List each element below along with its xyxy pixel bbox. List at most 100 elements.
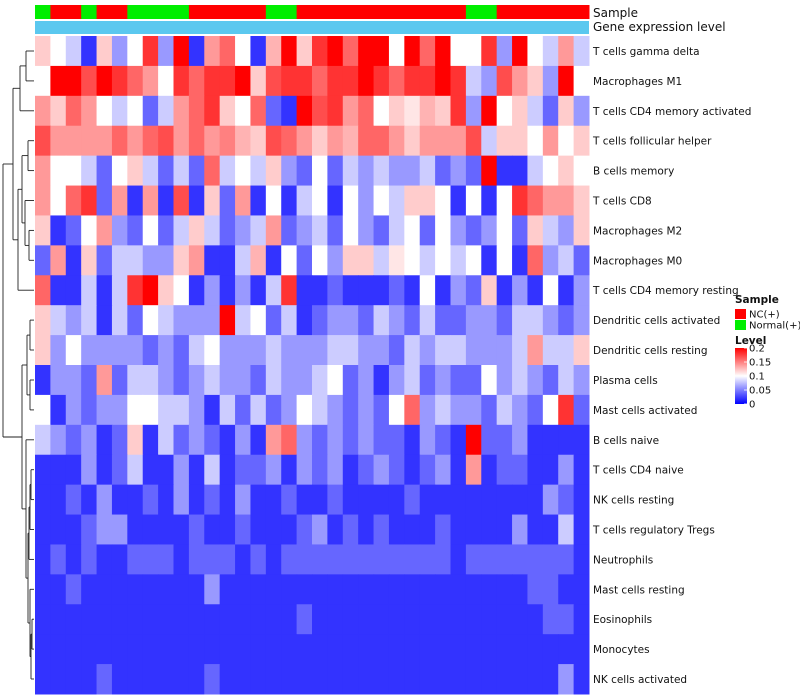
heatmap-cell: [465, 664, 482, 695]
heatmap-cell: [250, 125, 267, 157]
heatmap-cell: [235, 65, 251, 97]
heatmap-cell: [419, 424, 436, 456]
heatmap-cell: [235, 125, 251, 157]
heatmap-cell: [558, 215, 575, 246]
heatmap-cell: [188, 484, 205, 516]
heatmap-cell: [450, 424, 467, 456]
heatmap-cell: [173, 394, 190, 426]
heatmap-cell: [327, 574, 344, 605]
heatmap-cell: [281, 604, 298, 635]
heatmap-cell: [219, 365, 236, 396]
heatmap-cell: [358, 36, 375, 67]
heatmap-cell: [573, 275, 590, 306]
heatmap-cell: [250, 155, 267, 187]
heatmap-cell: [527, 454, 544, 486]
heatmap-cell: [96, 185, 113, 216]
heatmap-cell: [96, 335, 113, 366]
heatmap-cell: [527, 245, 544, 276]
heatmap-cell: [358, 95, 375, 127]
heatmap-cell: [481, 514, 498, 545]
heatmap-cell: [373, 424, 390, 456]
heatmap-cell: [265, 664, 282, 695]
heatmap-cell: [235, 664, 251, 695]
heatmap-cell: [296, 245, 313, 276]
heatmap-cell: [250, 514, 267, 545]
heatmap-cell: [573, 484, 590, 516]
heatmap-cell: [388, 185, 405, 216]
heatmap-cell: [342, 454, 359, 486]
heatmap-cell: [435, 365, 451, 396]
heatmap-cell: [219, 335, 236, 366]
heatmap-cell: [35, 65, 51, 97]
heatmap-cell: [188, 95, 205, 127]
heatmap-cell: [81, 544, 98, 575]
heatmap-cell: [204, 335, 221, 366]
heatmap-cell: [404, 484, 421, 516]
heatmap-cell: [542, 484, 559, 516]
heatmap-cell: [419, 664, 436, 695]
heatmap-cell: [65, 634, 82, 665]
heatmap-cell: [142, 335, 159, 366]
heatmap-cell: [573, 36, 590, 67]
heatmap-cell: [327, 664, 344, 695]
heatmap-cell: [96, 454, 113, 486]
heatmap-cell: [127, 484, 144, 516]
heatmap-cell: [512, 125, 528, 157]
heatmap-cell: [358, 185, 375, 216]
heatmap-cell: [296, 305, 313, 336]
heatmap-cell: [250, 424, 267, 456]
row-label: Dendritic cells activated: [593, 315, 720, 327]
heatmap-cell: [250, 305, 267, 336]
heatmap-cell: [65, 424, 82, 456]
heatmap-cell: [219, 185, 236, 216]
heatmap-cell: [35, 215, 51, 246]
legend-sample-label: Normal(+): [749, 321, 800, 332]
heatmap-cell: [127, 155, 144, 187]
heatmap-cell: [142, 215, 159, 246]
heatmap-cell: [81, 95, 98, 127]
heatmap-cell: [312, 155, 328, 187]
heatmap-cell: [50, 454, 67, 486]
heatmap-cell: [358, 245, 375, 276]
heatmap-cell: [111, 65, 128, 97]
heatmap-cell: [512, 155, 528, 187]
heatmap-cell: [96, 544, 113, 575]
heatmap-cell: [450, 215, 467, 246]
heatmap-cell: [542, 424, 559, 456]
heatmap-cell: [235, 394, 251, 426]
heatmap-cell: [573, 65, 590, 97]
heatmap-cell: [142, 245, 159, 276]
heatmap-cell: [281, 185, 298, 216]
heatmap-cell: [542, 155, 559, 187]
heatmap-cell: [81, 514, 98, 545]
heatmap-cell: [281, 454, 298, 486]
heatmap-cell: [542, 544, 559, 575]
heatmap-cell: [188, 125, 205, 157]
heatmap-cell: [81, 125, 98, 157]
heatmap-cell: [65, 95, 82, 127]
heatmap-cell: [373, 454, 390, 486]
heatmap-cell: [96, 514, 113, 545]
heatmap-cell: [142, 424, 159, 456]
heatmap-cell: [373, 36, 390, 67]
heatmap-cell: [281, 275, 298, 306]
heatmap-cell: [235, 335, 251, 366]
heatmap-cell: [373, 574, 390, 605]
heatmap-cell: [465, 215, 482, 246]
heatmap-cell: [204, 125, 221, 157]
heatmap-cell: [512, 484, 528, 516]
heatmap-cell: [111, 125, 128, 157]
heatmap-cell: [481, 335, 498, 366]
heatmap-cell: [296, 365, 313, 396]
heatmap-cell: [542, 305, 559, 336]
heatmap-cell: [527, 604, 544, 635]
heatmap-cell: [50, 394, 67, 426]
heatmap-cell: [281, 574, 298, 605]
heatmap-cell: [573, 95, 590, 127]
heatmap-cell: [450, 604, 467, 635]
row-label: NK cells resting: [593, 495, 674, 507]
heatmap-cell: [81, 634, 98, 665]
heatmap-cell: [127, 394, 144, 426]
heatmap-cell: [127, 215, 144, 246]
heatmap-cell: [158, 604, 174, 635]
